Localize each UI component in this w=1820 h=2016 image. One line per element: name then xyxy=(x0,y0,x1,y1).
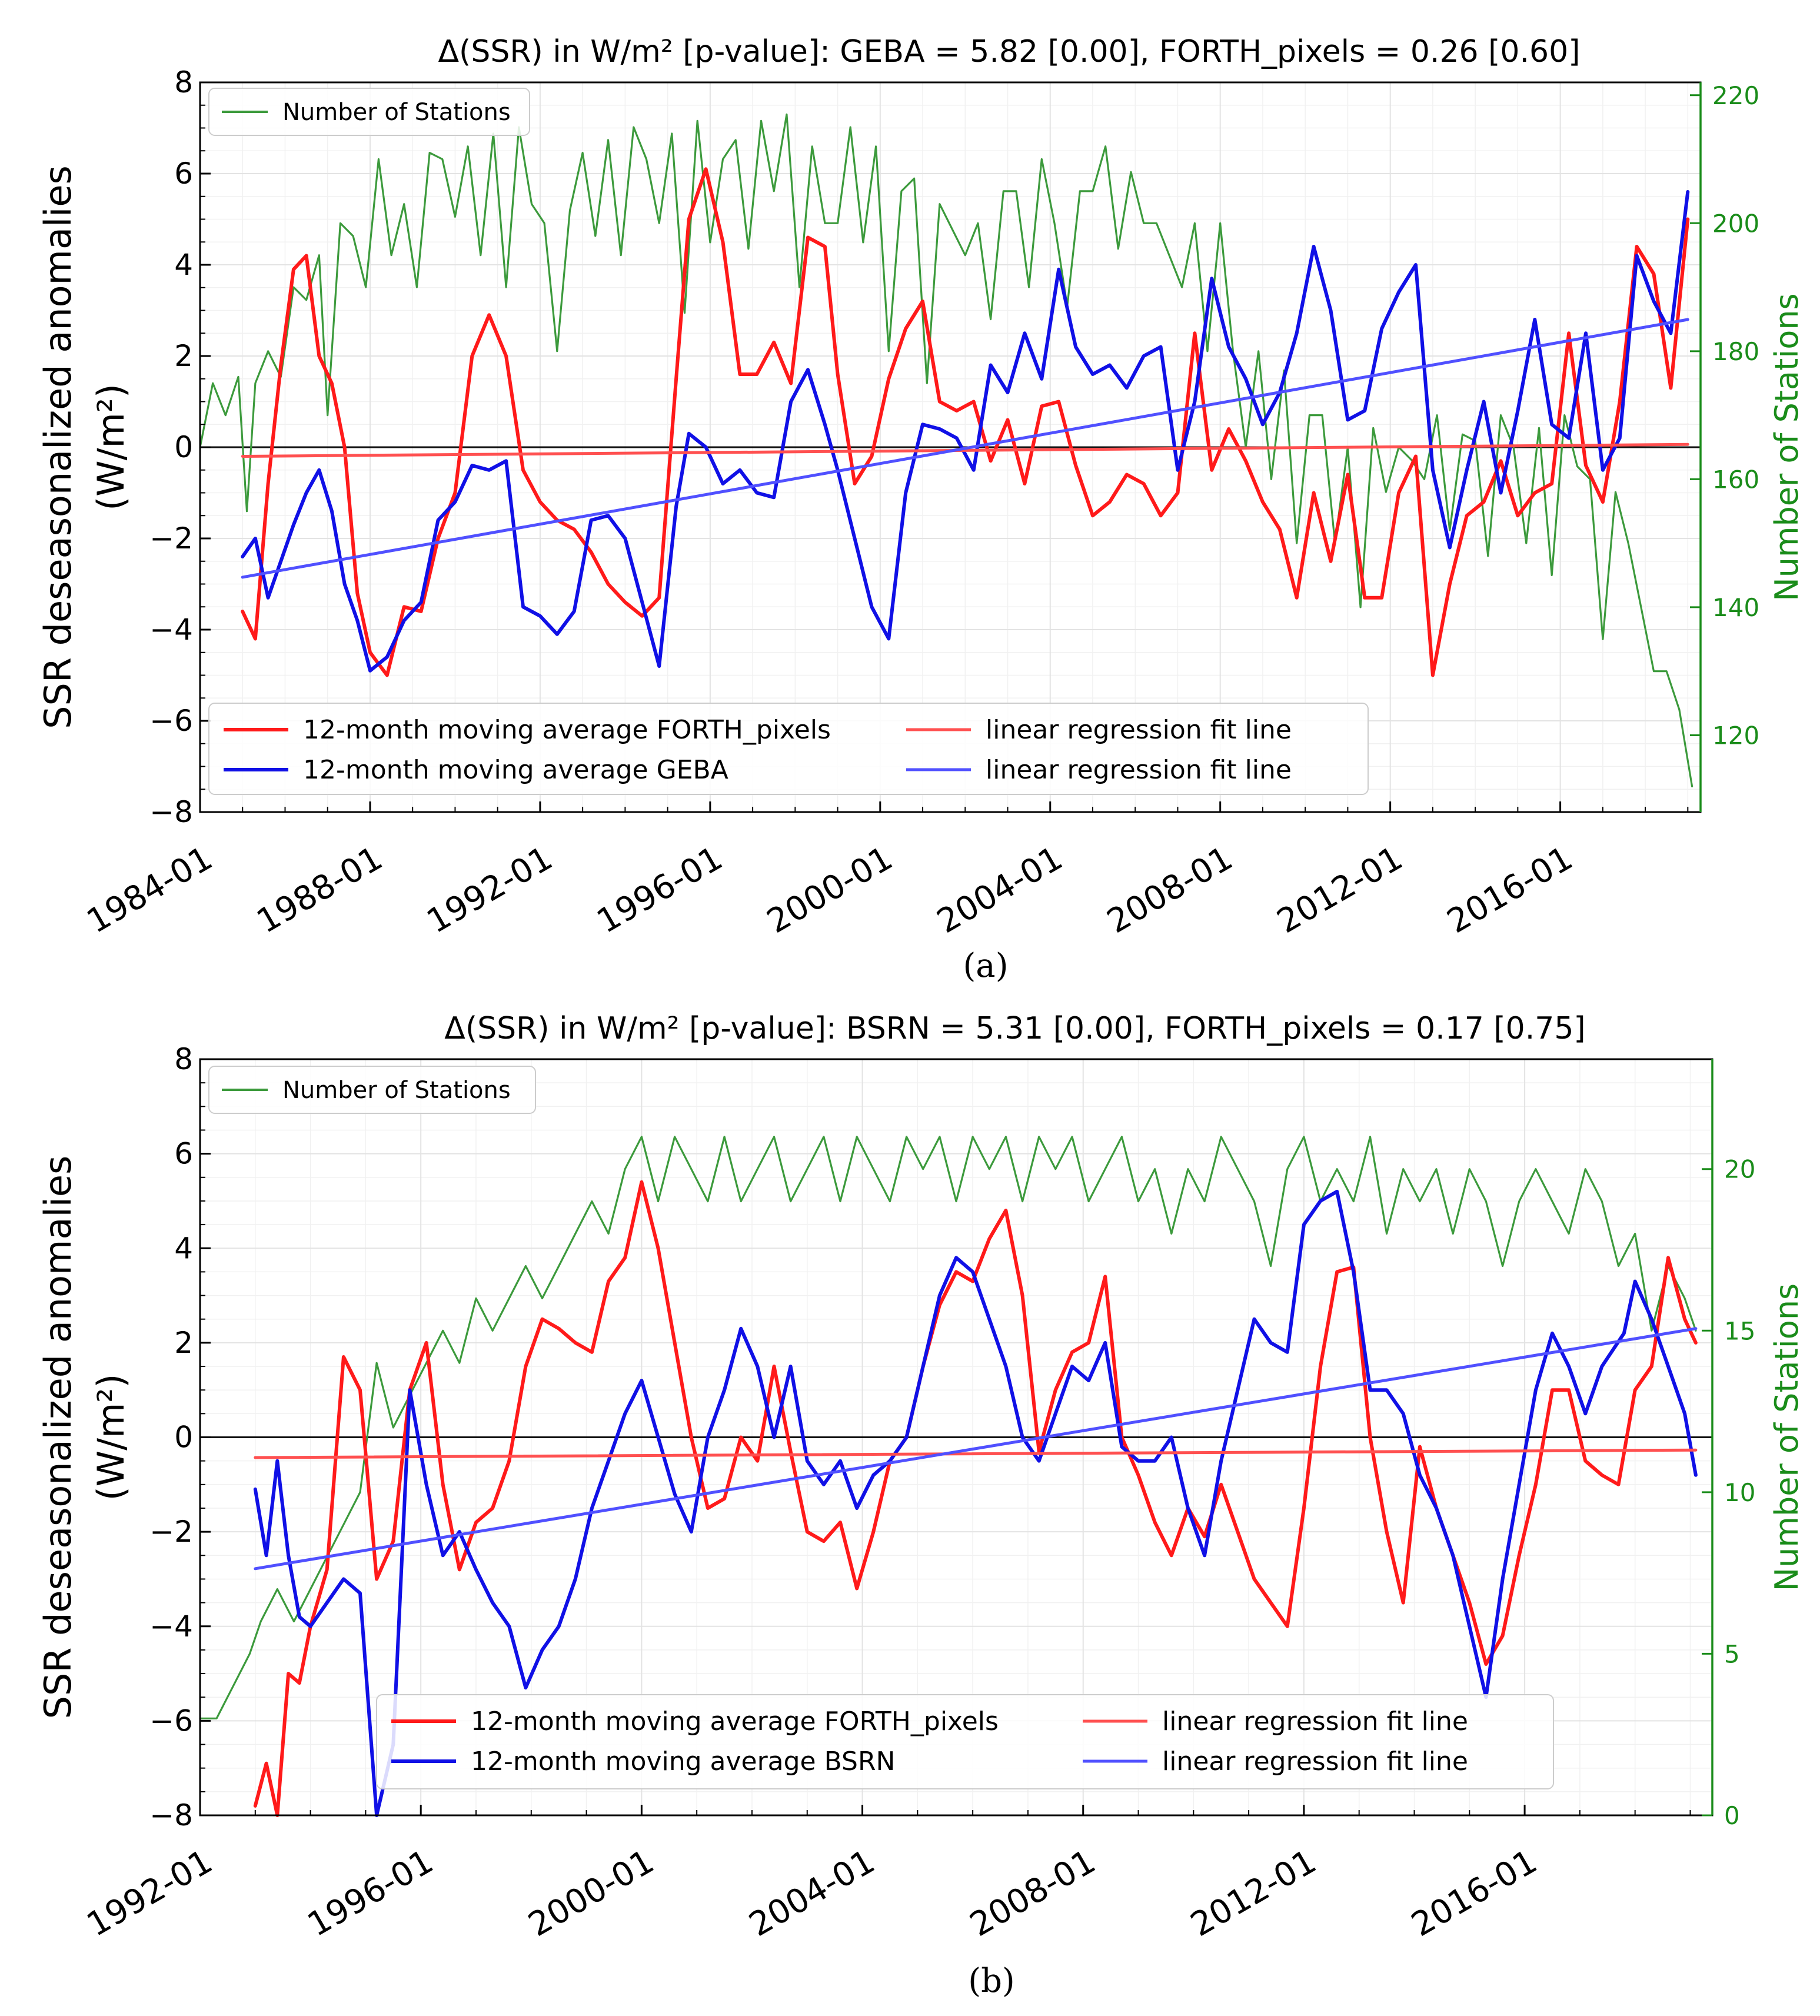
legend-reference-fit-label: linear regression fit line xyxy=(1162,1746,1468,1777)
legend-reference-label: 12-month moving average GEBA xyxy=(303,755,728,785)
reference-regression-line xyxy=(254,1327,1698,1571)
x-tick-label: 2012-01 xyxy=(1185,1842,1323,1944)
stations-line xyxy=(199,1136,1697,1719)
y2-tick-label: 15 xyxy=(1724,1316,1755,1345)
y-tick-label: −8 xyxy=(149,795,193,829)
x-tick-label: 2016-01 xyxy=(1440,839,1579,941)
y-tick-label: 2 xyxy=(174,339,193,373)
x-tick-label: 2008-01 xyxy=(1101,839,1239,941)
x-tick-label: 1988-01 xyxy=(251,839,389,941)
chart-title: Δ(SSR) in W/m² [p-value]: BSRN = 5.31 [0… xyxy=(444,1011,1585,1046)
y-axis-label: SSR deseasonalized anomalies xyxy=(36,1156,79,1719)
x-tick-label: 2000-01 xyxy=(761,839,899,941)
legend-reference-label: 12-month moving average BSRN xyxy=(471,1746,895,1777)
y-tick-label: −6 xyxy=(149,1704,193,1738)
panel-b: −8 −6 −4 −2 0 2 4 6 8 0 5 10 15 20 1992-01 1996-01 2000-… xyxy=(36,1011,1805,2000)
y-tick-label: 2 xyxy=(174,1326,193,1360)
y2-tick-label: 120 xyxy=(1712,721,1759,750)
y2-tick-label: 140 xyxy=(1712,593,1759,622)
y2-tick-label: 160 xyxy=(1712,465,1759,494)
reference-moving-average-line xyxy=(241,190,1690,673)
x-tick-label: 1992-01 xyxy=(421,839,559,941)
x-tick-label: 2000-01 xyxy=(522,1842,660,1944)
y-axis-label: SSR deseasonalized anomalies xyxy=(36,165,79,729)
y2-tick-label: 10 xyxy=(1724,1478,1755,1507)
x-tick-label: 1996-01 xyxy=(301,1842,440,1944)
reference-moving-average-line xyxy=(253,1189,1698,1817)
y2-tick-label: 200 xyxy=(1712,209,1759,238)
forth-regression-line xyxy=(254,1448,1698,1459)
y-tick-label: 8 xyxy=(174,65,193,99)
y2-tick-label: 0 xyxy=(1724,1801,1740,1830)
stations-line xyxy=(199,113,1693,788)
y-tick-label: 4 xyxy=(174,1231,193,1265)
panel-a: −8 −6 −4 −2 0 2 4 6 8 120 140 160 180 200 220 1984-01 19… xyxy=(36,34,1805,985)
y-tick-label: 8 xyxy=(174,1042,193,1076)
x-tick-label: 2016-01 xyxy=(1405,1842,1543,1944)
y2-axis-label: Number of Stations xyxy=(1768,293,1805,601)
panel-label: (a) xyxy=(963,947,1008,985)
y-tick-label: −2 xyxy=(149,521,193,555)
x-tick-label: 2004-01 xyxy=(931,839,1069,941)
y2-tick-label: 20 xyxy=(1724,1155,1755,1184)
y-tick-label: −6 xyxy=(149,704,193,738)
y2-tick-label: 220 xyxy=(1712,81,1759,110)
legend-forth-label: 12-month moving average FORTH_pixels xyxy=(471,1706,999,1736)
panel-label: (b) xyxy=(968,1962,1015,2000)
y-tick-label: 0 xyxy=(174,430,193,464)
legend-forth-fit-label: linear regression fit line xyxy=(1162,1706,1468,1736)
y-tick-label: −4 xyxy=(149,613,193,647)
legend-stations-label: Number of Stations xyxy=(282,99,511,126)
forth-regression-line xyxy=(241,443,1689,458)
x-tick-label: 1996-01 xyxy=(591,839,729,941)
legend-series-box xyxy=(208,703,1369,795)
legend-series-box xyxy=(376,1694,1554,1789)
x-tick-label: 2004-01 xyxy=(743,1842,881,1944)
x-tick-label: 2008-01 xyxy=(964,1842,1102,1944)
legend-forth-fit-label: linear regression fit line xyxy=(986,715,1292,745)
legend-forth-label: 12-month moving average FORTH_pixels xyxy=(303,715,831,745)
chart-title: Δ(SSR) in W/m² [p-value]: GEBA = 5.82 [0… xyxy=(438,34,1580,69)
x-tick-label: 1984-01 xyxy=(81,839,219,941)
y-axis-unit-label: (W/m²) xyxy=(89,384,132,511)
legend-stations-label: Number of Stations xyxy=(282,1077,511,1104)
reference-regression-line xyxy=(241,318,1689,579)
y-axis-unit-label: (W/m²) xyxy=(89,1374,132,1501)
y2-tick-label: 5 xyxy=(1724,1639,1740,1668)
y-tick-label: −2 xyxy=(149,1515,193,1549)
x-tick-label: 1992-01 xyxy=(81,1842,219,1944)
y-tick-label: 6 xyxy=(174,1137,193,1171)
y-tick-label: −8 xyxy=(149,1798,193,1832)
y2-axis-label: Number of Stations xyxy=(1768,1283,1805,1591)
y-tick-label: 6 xyxy=(174,157,193,191)
legend-reference-fit-label: linear regression fit line xyxy=(986,755,1292,785)
y-tick-label: 0 xyxy=(174,1420,193,1455)
legend-stations-box xyxy=(208,88,530,136)
y2-tick-label: 180 xyxy=(1712,337,1759,366)
x-tick-label: 2012-01 xyxy=(1271,839,1409,941)
y-tick-label: −4 xyxy=(149,1609,193,1644)
y-tick-label: 4 xyxy=(174,248,193,282)
legend-stations-box xyxy=(208,1066,536,1114)
